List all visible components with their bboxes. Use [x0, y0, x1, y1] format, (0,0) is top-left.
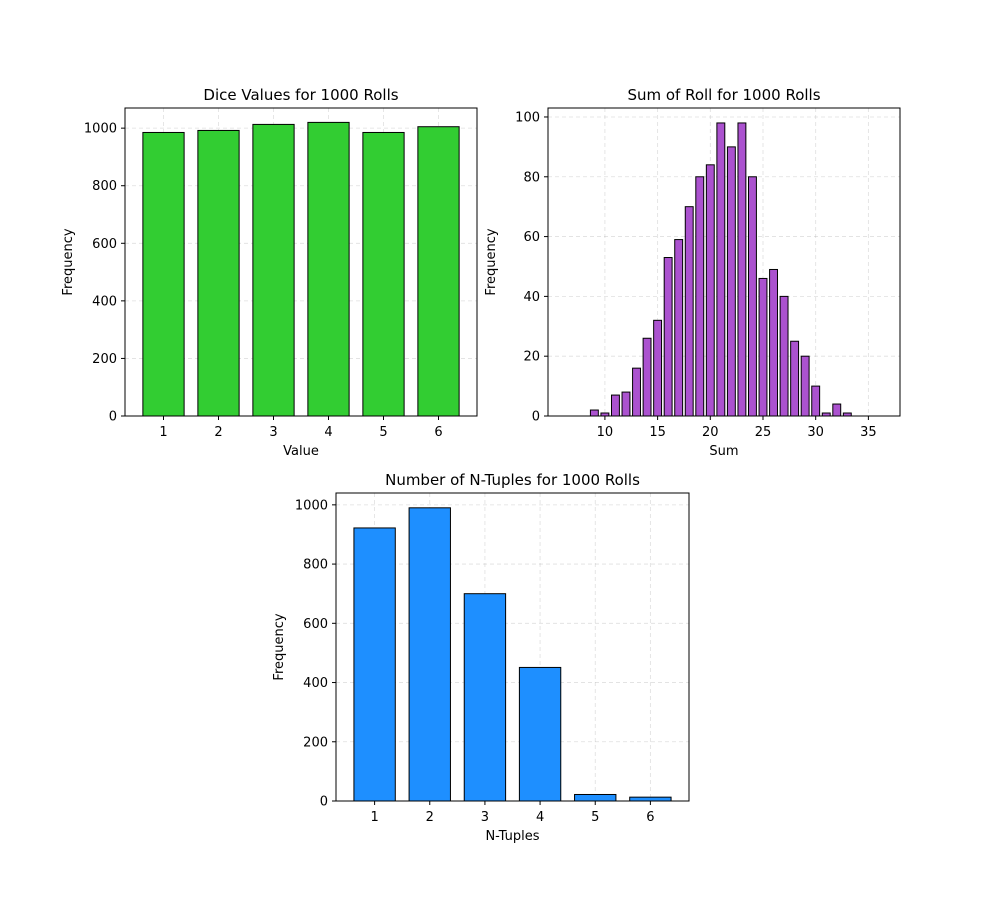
bar	[574, 793, 617, 802]
x-tick-label: 15	[649, 425, 666, 440]
x-tick-label: 6	[434, 425, 442, 440]
x-tick-label: 1	[370, 810, 378, 825]
y-tick-label: 1000	[84, 122, 117, 137]
y-axis-ticks: 0 200 400 600 800 1000	[295, 498, 336, 810]
n-tuples-chart: 1 2 3 4 5 6 0 200 400 600 800 1000 Number of N-Tuple…	[272, 471, 690, 844]
bars	[353, 507, 672, 802]
x-tick-label: 20	[702, 425, 719, 440]
bar	[737, 122, 747, 417]
x-tick-label: 4	[324, 425, 332, 440]
chart-title: Sum of Roll for 1000 Rolls	[627, 86, 820, 104]
bar	[632, 367, 641, 417]
x-tick-label: 2	[214, 425, 222, 440]
bar	[758, 277, 768, 417]
dice-values-chart: 1 2 3 4 5 6 0 200 400 600 800 1000 Dice Values for 1…	[61, 86, 478, 459]
bar	[463, 593, 507, 802]
x-tick-label: 35	[860, 425, 877, 440]
bars	[589, 122, 852, 417]
x-axis-label: N-Tuples	[485, 829, 539, 844]
bar	[832, 403, 842, 417]
y-tick-label: 600	[303, 617, 328, 632]
bar	[408, 507, 451, 802]
x-tick-label: 25	[755, 425, 772, 440]
x-tick-label: 30	[807, 425, 824, 440]
y-tick-label: 600	[92, 237, 117, 252]
bar	[621, 391, 631, 417]
bar	[800, 355, 810, 417]
bar	[653, 319, 663, 417]
bar	[674, 239, 684, 417]
bar	[307, 121, 350, 417]
x-tick-label: 5	[591, 810, 599, 825]
x-axis-ticks: 10 15 20 25 30 35	[597, 416, 877, 440]
y-tick-label: 40	[523, 290, 540, 305]
bar	[811, 385, 821, 417]
bars	[142, 121, 460, 417]
y-tick-label: 20	[523, 350, 540, 365]
y-axis-label: Frequency	[272, 613, 287, 680]
y-tick-label: 60	[523, 230, 540, 245]
x-tick-label: 2	[426, 810, 434, 825]
bar	[769, 268, 778, 417]
x-axis-label: Sum	[709, 444, 738, 459]
bar	[518, 666, 562, 802]
y-axis-label: Frequency	[61, 228, 76, 295]
bar	[790, 340, 800, 417]
bar	[695, 176, 705, 417]
bar	[197, 129, 240, 417]
x-tick-label: 1	[159, 425, 167, 440]
y-tick-label: 1000	[295, 498, 328, 513]
chart-title: Number of N-Tuples for 1000 Rolls	[385, 471, 640, 489]
bar	[629, 796, 672, 802]
bar	[252, 123, 295, 417]
bar	[663, 257, 673, 417]
chart-title: Dice Values for 1000 Rolls	[203, 86, 398, 104]
axes-frame	[547, 107, 901, 417]
bar	[779, 295, 789, 417]
bar	[748, 176, 757, 417]
y-tick-label: 0	[532, 410, 540, 425]
sum-of-roll-chart: 10 15 20 25 30 35 0 20 40 60 80 100 Sum of Roll for …	[484, 86, 901, 459]
bar	[353, 527, 396, 802]
y-tick-label: 100	[515, 110, 540, 125]
bar	[589, 409, 599, 417]
x-tick-label: 5	[379, 425, 387, 440]
y-axis-ticks: 0 200 400 600 800 1000	[84, 122, 125, 425]
x-axis-ticks: 1 2 3 4 5 6	[370, 801, 655, 825]
x-tick-label: 10	[597, 425, 614, 440]
x-tick-label: 6	[646, 810, 654, 825]
x-axis-ticks: 1 2 3 4 5 6	[159, 416, 443, 440]
y-tick-label: 200	[92, 352, 117, 367]
bar	[684, 206, 694, 417]
bar	[726, 146, 736, 417]
y-axis-ticks: 0 20 40 60 80 100	[515, 110, 548, 425]
y-tick-label: 0	[109, 410, 117, 425]
bar	[716, 122, 726, 417]
y-tick-label: 800	[92, 179, 117, 194]
y-axis-label: Frequency	[484, 228, 499, 295]
bar	[610, 394, 620, 417]
y-tick-label: 400	[303, 676, 328, 691]
y-tick-label: 80	[523, 170, 540, 185]
bar	[142, 131, 185, 417]
x-tick-label: 4	[536, 810, 544, 825]
y-tick-label: 0	[320, 795, 328, 810]
y-tick-label: 200	[303, 735, 328, 750]
bar	[642, 337, 652, 417]
bar	[705, 164, 715, 417]
x-tick-label: 3	[269, 425, 277, 440]
y-tick-label: 800	[303, 558, 328, 573]
axes-frame	[335, 492, 690, 802]
x-axis-label: Value	[283, 444, 319, 459]
y-tick-label: 400	[92, 294, 117, 309]
bar	[362, 131, 405, 417]
bar	[417, 126, 460, 417]
x-tick-label: 3	[481, 810, 489, 825]
axes-frame	[124, 107, 478, 417]
